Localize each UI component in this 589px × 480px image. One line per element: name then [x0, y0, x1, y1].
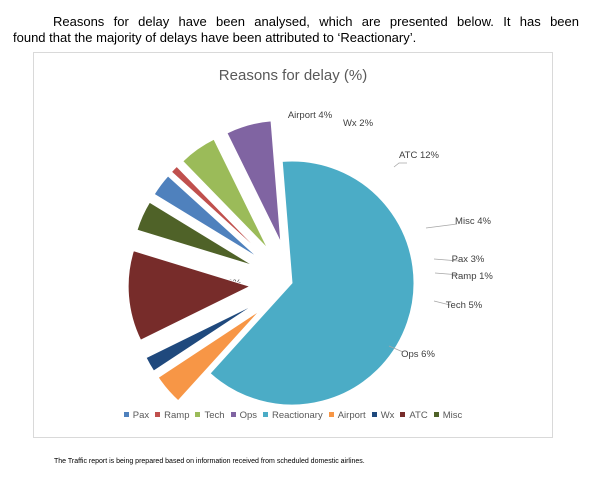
data-label-misc: Misc 4% — [455, 216, 491, 227]
pie-slice-misc — [136, 201, 254, 267]
pie-slice-reactionary — [209, 160, 415, 406]
legend-swatch-ops — [230, 412, 236, 417]
legend-label-tech: Tech — [204, 410, 225, 421]
legend-swatch-airport — [328, 412, 334, 417]
legend-swatch-ramp — [155, 412, 161, 417]
legend-item-airport: Airport — [328, 410, 366, 421]
legend-label-atc: ATC — [409, 410, 428, 421]
leader-line-pax — [433, 258, 460, 262]
pie-slice-tech — [182, 138, 269, 250]
legend-label-airport: Airport — [337, 410, 366, 421]
footer-note: The Traffic report is being prepared bas… — [54, 458, 365, 465]
leader-line-atc — [393, 162, 407, 168]
leader-line-tech — [433, 300, 451, 306]
legend-item-wx: Wx — [371, 410, 395, 421]
data-label-pax: Pax 3% — [452, 254, 485, 265]
pie-slice-ramp — [170, 165, 263, 255]
intro-line-1: Reasons for delay have been analysed, wh… — [53, 14, 579, 29]
data-label-tech: Tech 5% — [446, 300, 483, 311]
intro-paragraph: Reasons for delay have been analysed, wh… — [13, 14, 579, 46]
leader-line-ramp — [434, 272, 461, 276]
data-label-wx: Wx 2% — [343, 118, 374, 129]
data-label-ops: Ops 6% — [401, 349, 435, 360]
legend-swatch-reactionary — [263, 412, 268, 417]
chart-legend: Pax Ramp Tech Ops Reactionary Airport Wx ATC Mis… — [34, 410, 552, 421]
pie-slice-airport — [157, 309, 261, 402]
intro-line-2: found that the majority of delays have b… — [13, 30, 417, 45]
legend-label-wx: Wx — [380, 410, 395, 421]
leader-line-ops — [388, 345, 404, 353]
legend-swatch-pax — [123, 412, 129, 417]
legend-item-pax: Pax — [123, 410, 150, 421]
legend-swatch-wx — [371, 412, 377, 417]
chart-title: Reasons for delay (%) — [218, 67, 368, 84]
data-label-atc: ATC 12% — [399, 150, 440, 161]
leader-line-misc — [425, 223, 458, 229]
legend-item-atc: ATC — [400, 410, 428, 421]
legend-swatch-atc — [400, 412, 406, 417]
legend-item-reactionary: Reactionary — [263, 410, 323, 421]
legend-swatch-misc — [433, 412, 439, 417]
legend-item-tech: Tech — [195, 410, 225, 421]
legend-label-ramp: Ramp — [164, 410, 190, 421]
legend-swatch-tech — [195, 412, 201, 417]
pie-slice-pax — [153, 175, 259, 259]
data-label-airport: Airport 4% — [288, 110, 333, 121]
legend-item-ramp: Ramp — [155, 410, 189, 421]
pie-slice-ops — [226, 120, 282, 243]
data-label-ramp: Ramp 1% — [451, 271, 493, 282]
pie-slice-wx — [145, 303, 256, 372]
pie-chart: Reactionary 63%Airport 4%Wx 2%ATC 12%Mis… — [127, 110, 493, 406]
pie-slice-atc — [127, 250, 252, 341]
legend-label-ops: Ops — [239, 410, 257, 421]
chart-frame: Reasons for delay (%) Reactionary 63%Air… — [33, 52, 553, 438]
legend-label-pax: Pax — [132, 410, 150, 421]
legend-label-misc: Misc — [442, 410, 463, 421]
legend-item-misc: Misc — [433, 410, 463, 421]
legend-item-ops: Ops — [230, 410, 257, 421]
legend-label-reactionary: Reactionary — [272, 410, 323, 421]
